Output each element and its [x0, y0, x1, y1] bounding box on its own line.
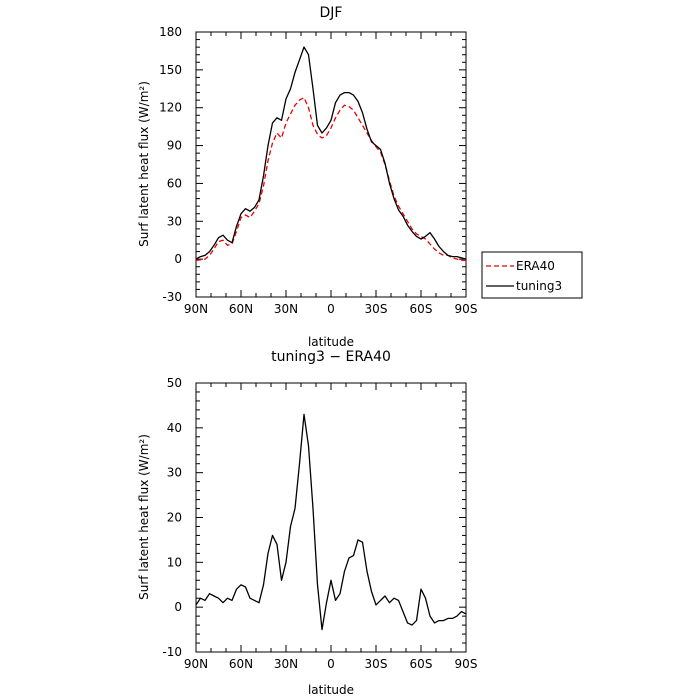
x-tick-label: 60N: [229, 657, 253, 671]
y-tick-label: 30: [167, 214, 182, 228]
x-tick-label: 60N: [229, 302, 253, 316]
y-tick-label: 10: [167, 555, 182, 569]
panel-title-difference: tuning3 − ERA40: [271, 349, 391, 365]
y-tick-label: 180: [159, 25, 182, 39]
x-tick-label: 0: [327, 657, 335, 671]
y-axis-title-text-top: Surf latent heat flux (W/m²): [137, 81, 151, 247]
x-tick-label: 0: [327, 302, 335, 316]
panel-title-djf: DJF: [320, 5, 343, 21]
panel-djf: DJF latitude Surf latent heat flux (W/m²…: [137, 5, 477, 349]
panel-difference: tuning3 − ERA40 latitude Surf latent hea…: [137, 349, 477, 697]
y-tick-label: 60: [167, 176, 182, 190]
y-axis-title-text-bottom: Surf latent heat flux (W/m²): [137, 434, 151, 600]
x-axis-title-bottom: latitude: [308, 683, 354, 697]
legend: ERA40 tuning3: [481, 251, 583, 299]
legend-box: [481, 251, 583, 299]
y-tick-label: 150: [159, 63, 182, 77]
y-tick-label: -30: [162, 290, 182, 304]
x-tick-label: 30S: [365, 657, 388, 671]
x-axis-title-top: latitude: [308, 335, 354, 349]
series-line-tuning3: [195, 46, 467, 260]
y-axis-title-top: Surf latent heat flux (W/m²): [137, 81, 151, 247]
y-tick-label: 20: [167, 511, 182, 525]
x-tick-label: 90S: [455, 657, 478, 671]
y-tick-label: -10: [162, 645, 182, 659]
series-line-era40: [195, 96, 466, 262]
legend-label-era40: ERA40: [516, 259, 555, 273]
x-tick-label: 30N: [274, 302, 298, 316]
x-tick-label: 90N: [184, 302, 208, 316]
y-tick-label: 40: [167, 421, 182, 435]
x-tick-label: 60S: [410, 302, 433, 316]
y-tick-label: 120: [159, 101, 182, 115]
legend-label-tuning3: tuning3: [516, 279, 562, 293]
y-tick-label: 30: [167, 466, 182, 480]
x-tick-label: 60S: [410, 657, 433, 671]
plot-frame: [195, 31, 467, 298]
y-axis-title-bottom: Surf latent heat flux (W/m²): [137, 434, 151, 600]
series-line-difference: [195, 413, 467, 631]
y-tick-label: 0: [174, 600, 182, 614]
x-tick-label: 90N: [184, 657, 208, 671]
y-tick-label: 90: [167, 139, 182, 153]
x-tick-label: 30S: [365, 302, 388, 316]
y-tick-label: 0: [174, 252, 182, 266]
y-tick-label: 50: [167, 376, 182, 390]
x-tick-label: 90S: [455, 302, 478, 316]
x-tick-label: 30N: [274, 657, 298, 671]
plot-frame: [195, 382, 467, 653]
